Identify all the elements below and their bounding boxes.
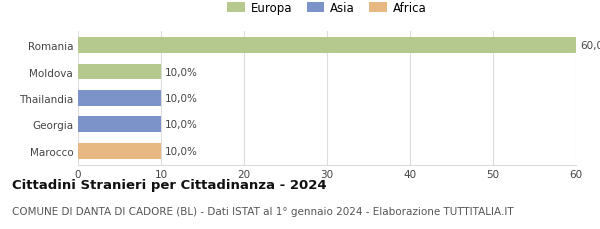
Bar [78,117,161,133]
Bar [78,64,161,80]
Text: Cittadini Stranieri per Cittadinanza - 2024: Cittadini Stranieri per Cittadinanza - 2… [12,179,326,192]
Text: 10,0%: 10,0% [165,67,198,77]
Bar [78,143,161,159]
Text: 60,0%: 60,0% [580,41,600,51]
Text: 10,0%: 10,0% [165,120,198,130]
Text: 10,0%: 10,0% [165,93,198,104]
Text: 10,0%: 10,0% [165,146,198,156]
Legend: Europa, Asia, Africa: Europa, Asia, Africa [223,0,431,19]
Bar [78,38,576,54]
Bar [78,91,161,106]
Text: COMUNE DI DANTA DI CADORE (BL) - Dati ISTAT al 1° gennaio 2024 - Elaborazione TU: COMUNE DI DANTA DI CADORE (BL) - Dati IS… [12,206,514,216]
